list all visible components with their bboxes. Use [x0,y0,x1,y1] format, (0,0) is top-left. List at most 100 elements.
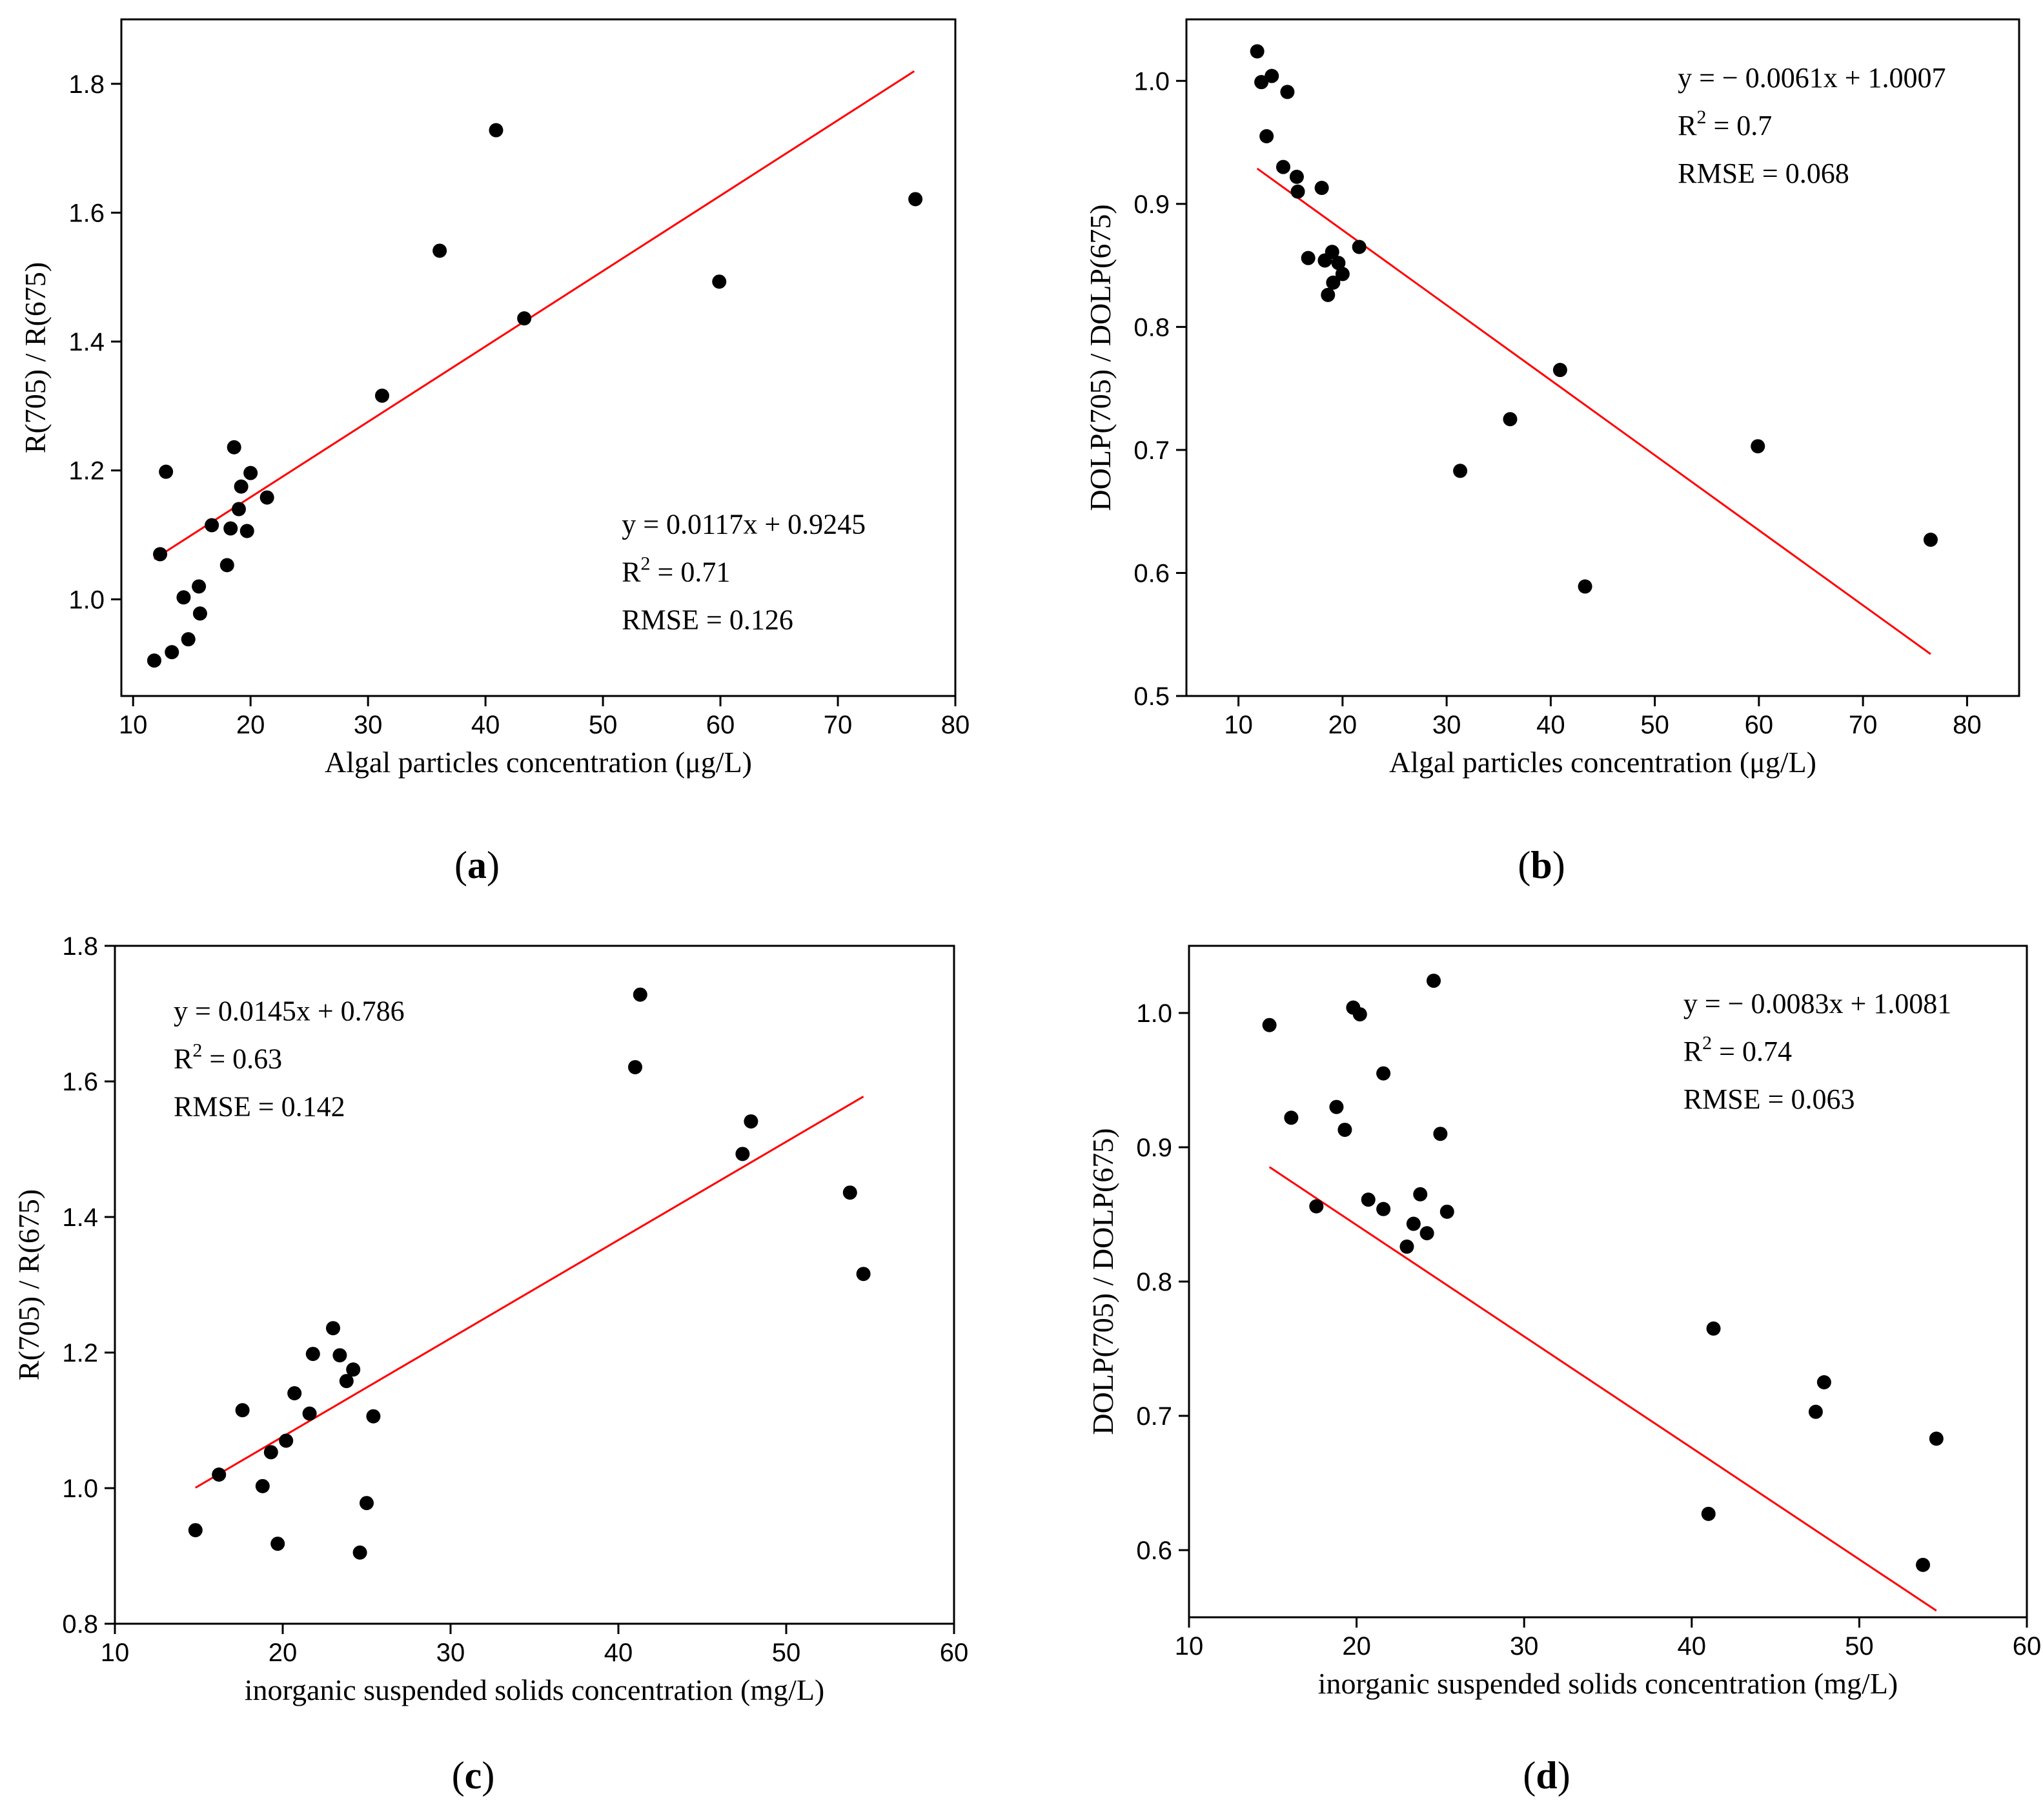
data-point [263,1445,278,1460]
data-point [212,1467,227,1482]
x-tick-label: 20 [1328,711,1357,739]
data-point [1262,1017,1277,1032]
data-point [366,1409,381,1424]
data-point [633,987,647,1002]
data-point [1329,1099,1344,1114]
data-point [1352,240,1367,254]
data-point [1808,1404,1823,1419]
data-point [326,1321,340,1336]
y-tick-label: 0.5 [1133,682,1170,711]
rmse-text: RMSE = 0.063 [1683,1083,1855,1115]
data-point [279,1433,294,1448]
r-squared-text: R2 = 0.63 [174,1040,282,1075]
data-point [1376,1066,1391,1081]
r-squared-value: = 0.63 [202,1043,282,1075]
x-tick-label: 80 [1953,711,1982,739]
data-point [744,1114,758,1129]
y-tick-label: 0.6 [1133,559,1170,588]
y-tick-label: 0.8 [1136,1268,1172,1296]
data-point [1923,533,1938,547]
regression-line [195,1096,864,1489]
x-tick-label: 10 [1175,1632,1204,1661]
data-point [1250,44,1265,59]
x-tick-label: 80 [941,711,970,739]
x-tick-label: 40 [471,711,500,739]
data-point [1276,159,1290,174]
data-point [243,465,258,480]
data-point [517,311,532,326]
panel-label-open-paren: ( [452,1754,465,1797]
y-tick-label: 0.8 [62,1610,98,1639]
data-point [270,1537,285,1551]
data-point [1578,579,1592,594]
data-point [227,440,241,455]
data-point [856,1267,871,1282]
x-axis-label: inorganic suspended solids concentration… [245,1673,825,1706]
data-point [908,192,923,207]
r-squared-symbol: R [1683,1036,1703,1067]
equation-text: y = 0.0117x + 0.9245 [622,508,866,540]
x-tick-label: 10 [1224,711,1253,739]
data-point [1280,85,1295,99]
y-axis-label: DOLP(705) / DOLP(675) [1086,1128,1119,1435]
data-point [352,1545,367,1560]
y-axis-label: R(705) / R(675) [12,1189,45,1380]
panel-label: (d) [1523,1754,1570,1797]
x-tick-label: 70 [1849,711,1878,739]
equation-text: y = − 0.0061x + 1.0007 [1678,62,1946,94]
r-squared-superscript: 2 [1696,107,1706,128]
r-squared-superscript: 2 [1702,1032,1712,1054]
r-squared-value: = 0.7 [1706,110,1772,141]
data-point [1325,245,1339,260]
data-point [287,1386,302,1400]
data-point [1419,1226,1434,1241]
x-tick-label: 60 [2013,1632,2042,1661]
x-tick-label: 30 [1510,1632,1539,1661]
plot-frame [1188,945,2028,1619]
data-point [235,1403,250,1418]
data-point [1321,287,1336,302]
data-point [1701,1506,1716,1521]
y-tick-label: 1.8 [68,70,105,99]
data-point [1326,275,1341,290]
data-point [1399,1239,1414,1254]
equation-text: y = 0.0145x + 0.786 [174,996,405,1027]
x-tick-label: 20 [1342,1632,1371,1661]
x-tick-label: 60 [706,711,735,739]
y-tick-label: 1.0 [1136,999,1172,1028]
y-tick-label: 1.6 [62,1068,98,1096]
panel-label-open-paren: ( [454,844,467,886]
x-tick-label: 30 [1432,711,1461,739]
panel-label-open-paren: ( [1523,1754,1536,1797]
x-tick-label: 50 [772,1639,801,1667]
data-point [1309,1199,1324,1214]
data-point [628,1059,642,1074]
x-tick-label: 40 [1536,711,1565,739]
panel-label-letter: b [1530,844,1552,886]
x-tick-label: 60 [1745,711,1774,739]
data-point [1335,267,1350,281]
x-tick-label: 60 [940,1639,969,1667]
data-point [712,274,727,289]
data-point [176,590,191,605]
r-squared-value: = 0.71 [651,556,731,588]
y-tick-label: 0.6 [1136,1537,1172,1565]
panel-label-close-paren: ) [482,1754,494,1797]
panel-label-letter: a [467,844,487,886]
y-tick-label: 1.0 [1133,67,1170,96]
data-point [1314,181,1329,196]
rmse-text: RMSE = 0.068 [1678,158,1849,189]
rmse-text: RMSE = 0.126 [622,604,793,635]
plot-frame [120,18,957,697]
r-squared-text: R2 = 0.74 [1683,1032,1792,1067]
data-point [842,1185,857,1200]
r-squared-symbol: R [622,556,641,588]
data-point [1301,251,1316,265]
data-point [165,645,179,660]
y-tick-label: 0.9 [1136,1134,1172,1162]
data-point [219,558,234,573]
data-point [1433,1127,1448,1141]
data-point [147,653,161,668]
panel-b: 10 20 30 40 50 60 70 80 0.5 0.6 0.7 0.8 0.9 1.0 Algal … [1084,18,2020,886]
regression-line [1256,167,1931,655]
